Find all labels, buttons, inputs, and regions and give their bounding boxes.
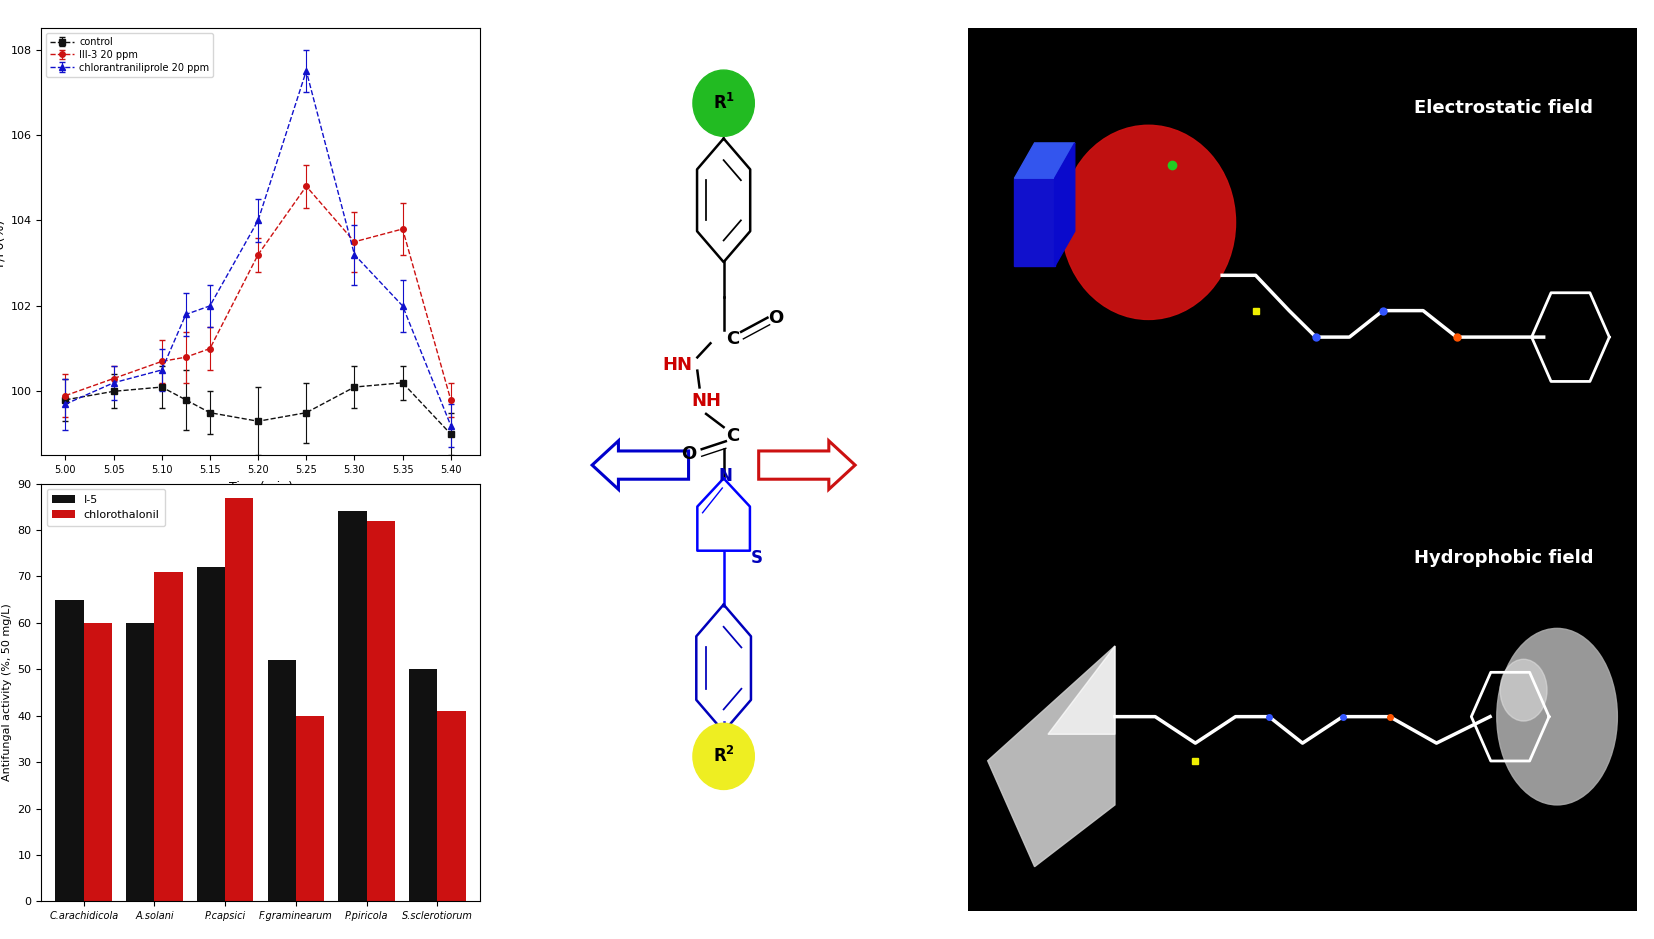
Text: N: N — [719, 467, 733, 485]
Bar — [126, 623, 154, 901]
Polygon shape — [1014, 178, 1055, 267]
Ellipse shape — [693, 70, 754, 136]
Bar — [154, 572, 182, 901]
FancyArrow shape — [759, 440, 855, 489]
Ellipse shape — [1497, 628, 1618, 805]
Ellipse shape — [1500, 659, 1546, 721]
Text: $\mathbf{R^1}$: $\mathbf{R^1}$ — [713, 93, 734, 114]
Bar — [367, 521, 395, 901]
Text: HN: HN — [663, 356, 693, 375]
Text: O: O — [769, 309, 784, 327]
Text: $\mathbf{R^2}$: $\mathbf{R^2}$ — [713, 747, 734, 766]
Text: Electrostatic field: Electrostatic field — [1414, 99, 1593, 116]
Bar — [225, 498, 253, 901]
Ellipse shape — [693, 723, 754, 790]
Bar — [296, 716, 324, 901]
Ellipse shape — [1062, 125, 1236, 319]
Y-axis label: Antifungal activity (%, 50 mg/L): Antifungal activity (%, 50 mg/L) — [2, 604, 12, 781]
Polygon shape — [1055, 143, 1075, 267]
Polygon shape — [1014, 143, 1075, 178]
Text: Hydrophobic field: Hydrophobic field — [1414, 548, 1593, 567]
Polygon shape — [1049, 646, 1115, 734]
X-axis label: Time(min): Time(min) — [228, 481, 293, 494]
Bar — [56, 600, 84, 901]
Text: C: C — [726, 330, 739, 347]
Legend: control, III-3 20 ppm, chlorantraniliprole 20 ppm: control, III-3 20 ppm, chlorantranilipro… — [46, 33, 213, 77]
Text: S: S — [751, 548, 762, 567]
Text: NH: NH — [691, 392, 721, 409]
Bar — [84, 623, 112, 901]
Bar — [339, 512, 367, 901]
Bar — [437, 711, 465, 901]
Text: C: C — [726, 427, 739, 445]
Bar — [197, 567, 225, 901]
FancyArrow shape — [592, 440, 688, 489]
Bar — [268, 660, 296, 901]
Bar — [409, 670, 437, 901]
Y-axis label: F/F0(%): F/F0(%) — [0, 218, 5, 266]
Text: O: O — [681, 444, 696, 463]
Polygon shape — [987, 646, 1115, 867]
Legend: I-5, chlorothalonil: I-5, chlorothalonil — [46, 489, 165, 526]
